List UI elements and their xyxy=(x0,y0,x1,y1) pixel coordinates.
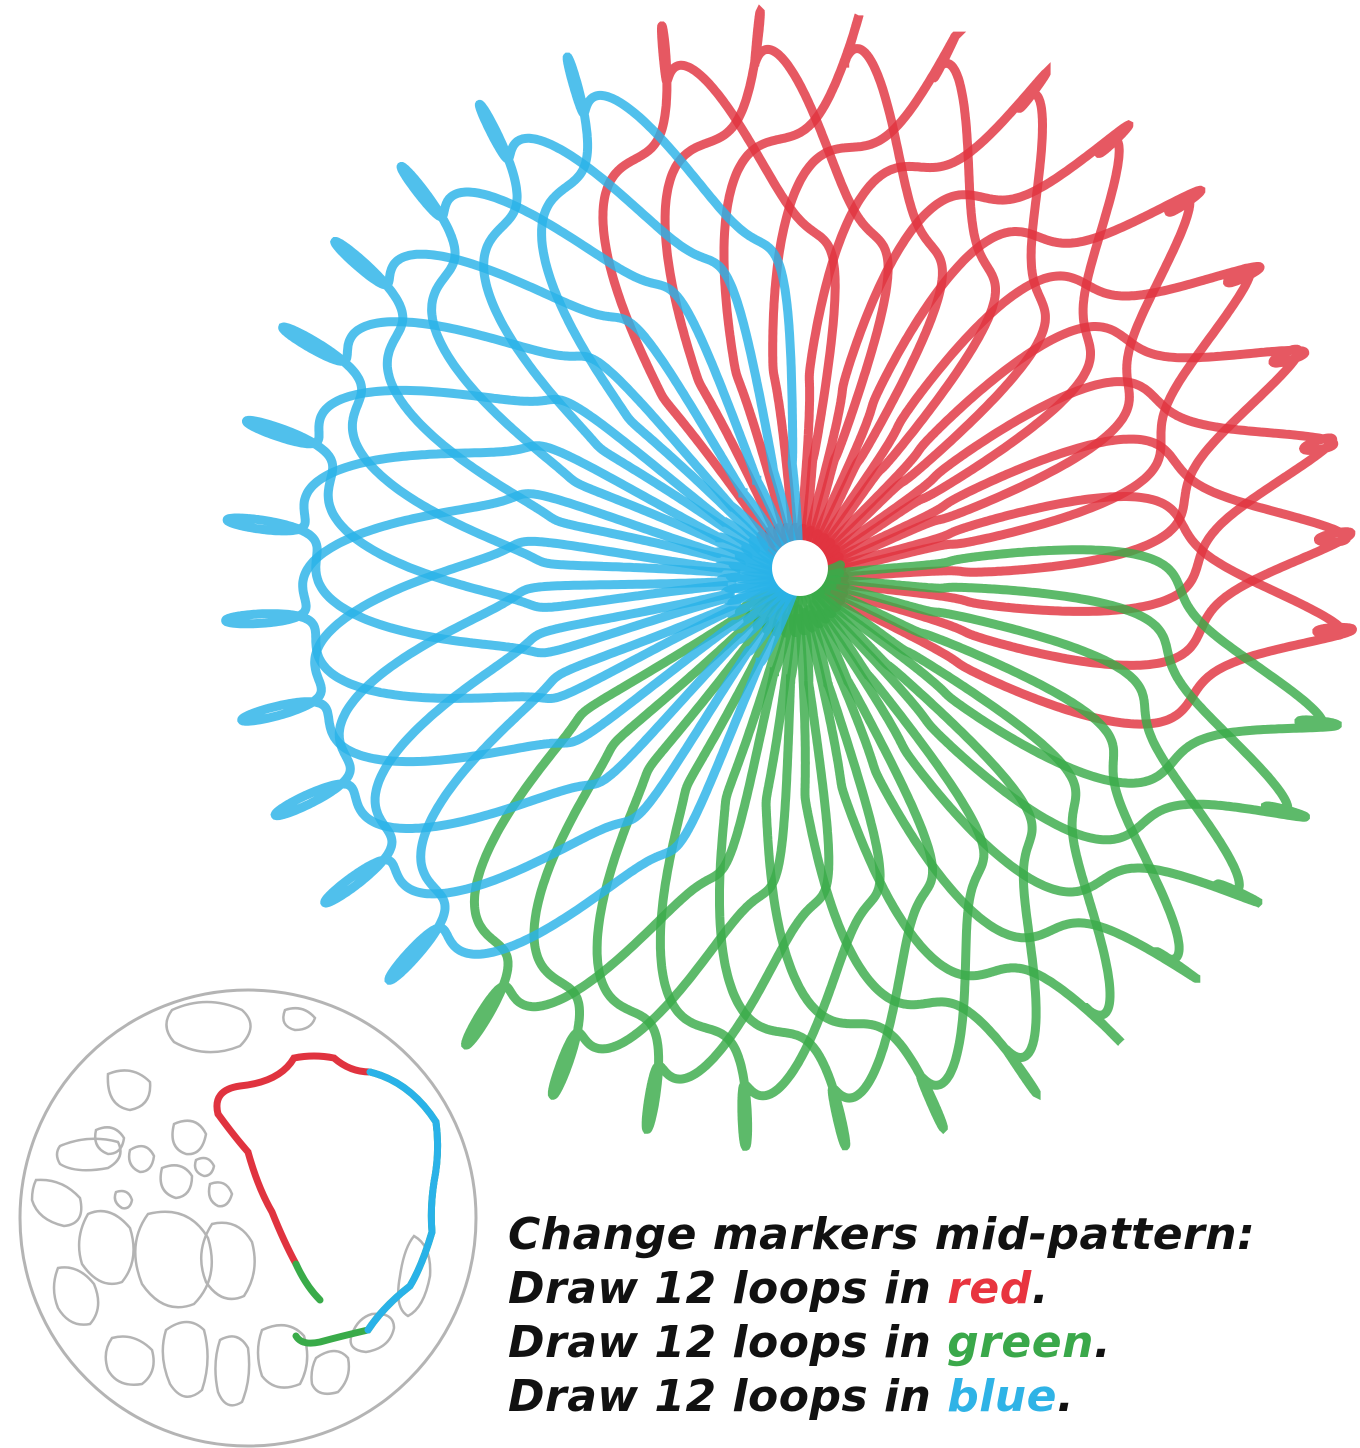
loop-green xyxy=(592,574,834,1134)
color-word-blue: blue xyxy=(947,1371,1057,1422)
wheel-hole xyxy=(199,1221,256,1301)
loop-blue xyxy=(222,441,812,658)
loop-blue xyxy=(278,317,804,585)
loop-red xyxy=(799,492,1357,729)
loop-green xyxy=(798,545,1342,788)
wheel-hole xyxy=(349,1312,396,1354)
wheel-hole xyxy=(397,1234,432,1318)
center-hole xyxy=(772,540,828,596)
wheel-hole xyxy=(127,1144,156,1174)
caption-step-green: Draw 12 loops in green. xyxy=(508,1316,1348,1370)
wheel-hole xyxy=(104,1335,155,1386)
wheel-hole xyxy=(30,1178,83,1228)
color-word-green: green xyxy=(947,1317,1094,1368)
loop-green xyxy=(655,574,885,1151)
wheel-hole xyxy=(159,1164,194,1200)
wheel-hole xyxy=(256,1323,309,1389)
loop-red xyxy=(788,62,1051,578)
loop-blue xyxy=(270,570,807,833)
loop-blue xyxy=(396,162,803,582)
step-period: . xyxy=(1031,1263,1049,1314)
color-word-red: red xyxy=(947,1263,1032,1314)
wheel-hole xyxy=(77,1209,135,1286)
trace-segment-green xyxy=(292,1068,442,1347)
loop-blue xyxy=(221,489,806,703)
wheel-hole xyxy=(310,1349,351,1395)
caption-step-blue: Draw 12 loops in blue. xyxy=(508,1370,1348,1424)
loop-blue xyxy=(320,563,805,908)
wheel-hole xyxy=(134,1210,214,1309)
loop-blue xyxy=(537,52,806,579)
loop-red xyxy=(800,434,1356,670)
step-text: Draw 12 loops in xyxy=(508,1371,948,1422)
step-period: . xyxy=(1093,1317,1112,1368)
trace-segment-green xyxy=(292,1260,324,1304)
loop-green xyxy=(794,575,1125,1046)
caption-heading: Change markers mid-pattern: xyxy=(508,1209,1256,1260)
wheel-hole xyxy=(55,1137,122,1172)
wheel-hole xyxy=(193,1156,216,1178)
loop-blue xyxy=(237,536,807,767)
wheel-hole xyxy=(207,1181,234,1208)
loop-green xyxy=(715,575,938,1151)
step-period: . xyxy=(1056,1371,1075,1422)
loop-red xyxy=(768,31,1000,579)
wheel-rim xyxy=(18,988,478,1448)
wheel-hole xyxy=(52,1266,100,1326)
wheel-hole xyxy=(113,1189,134,1210)
step-text: Draw 12 loops in xyxy=(508,1317,948,1368)
spirograph-pattern xyxy=(221,4,1357,1151)
loop-red xyxy=(807,377,1339,616)
loop-red xyxy=(598,21,840,578)
loop-red xyxy=(795,119,1134,579)
loop-green xyxy=(460,574,803,1050)
loop-red xyxy=(802,322,1310,590)
loop-green xyxy=(761,574,989,1135)
loop-green xyxy=(529,574,804,1100)
loop-blue xyxy=(330,237,804,584)
trace-segment-blue xyxy=(364,1068,442,1334)
step-text: Draw 12 loops in xyxy=(508,1263,948,1314)
spirograph-wheel-icon xyxy=(18,988,478,1448)
loop-red xyxy=(797,185,1206,579)
wheel-holes xyxy=(30,1000,432,1407)
trace-segment-red xyxy=(214,1110,300,1268)
wheel-trace-path xyxy=(213,1052,442,1347)
loop-green xyxy=(802,568,1310,845)
wheel-hole xyxy=(282,1007,317,1032)
wheel-hole xyxy=(94,1126,126,1156)
loop-red xyxy=(805,262,1265,582)
loop-green xyxy=(794,574,1263,908)
wheel-hole xyxy=(106,1069,152,1112)
caption-step-red: Draw 12 loops in red. xyxy=(508,1262,1348,1316)
wheel-hole xyxy=(171,1119,208,1156)
wheel-hole xyxy=(161,1320,209,1398)
trace-segment-red xyxy=(213,1052,374,1118)
loop-blue xyxy=(474,99,803,581)
wheel-hole xyxy=(165,1000,252,1054)
loop-green xyxy=(792,575,1201,983)
loop-red xyxy=(719,13,947,578)
loop-blue xyxy=(384,572,804,985)
loop-red xyxy=(660,4,893,587)
wheel-hole xyxy=(214,1335,251,1407)
loop-green xyxy=(788,575,1041,1101)
loop-blue xyxy=(242,385,805,612)
instructions-caption: Change markers mid-pattern: Draw 12 loop… xyxy=(508,1208,1348,1424)
